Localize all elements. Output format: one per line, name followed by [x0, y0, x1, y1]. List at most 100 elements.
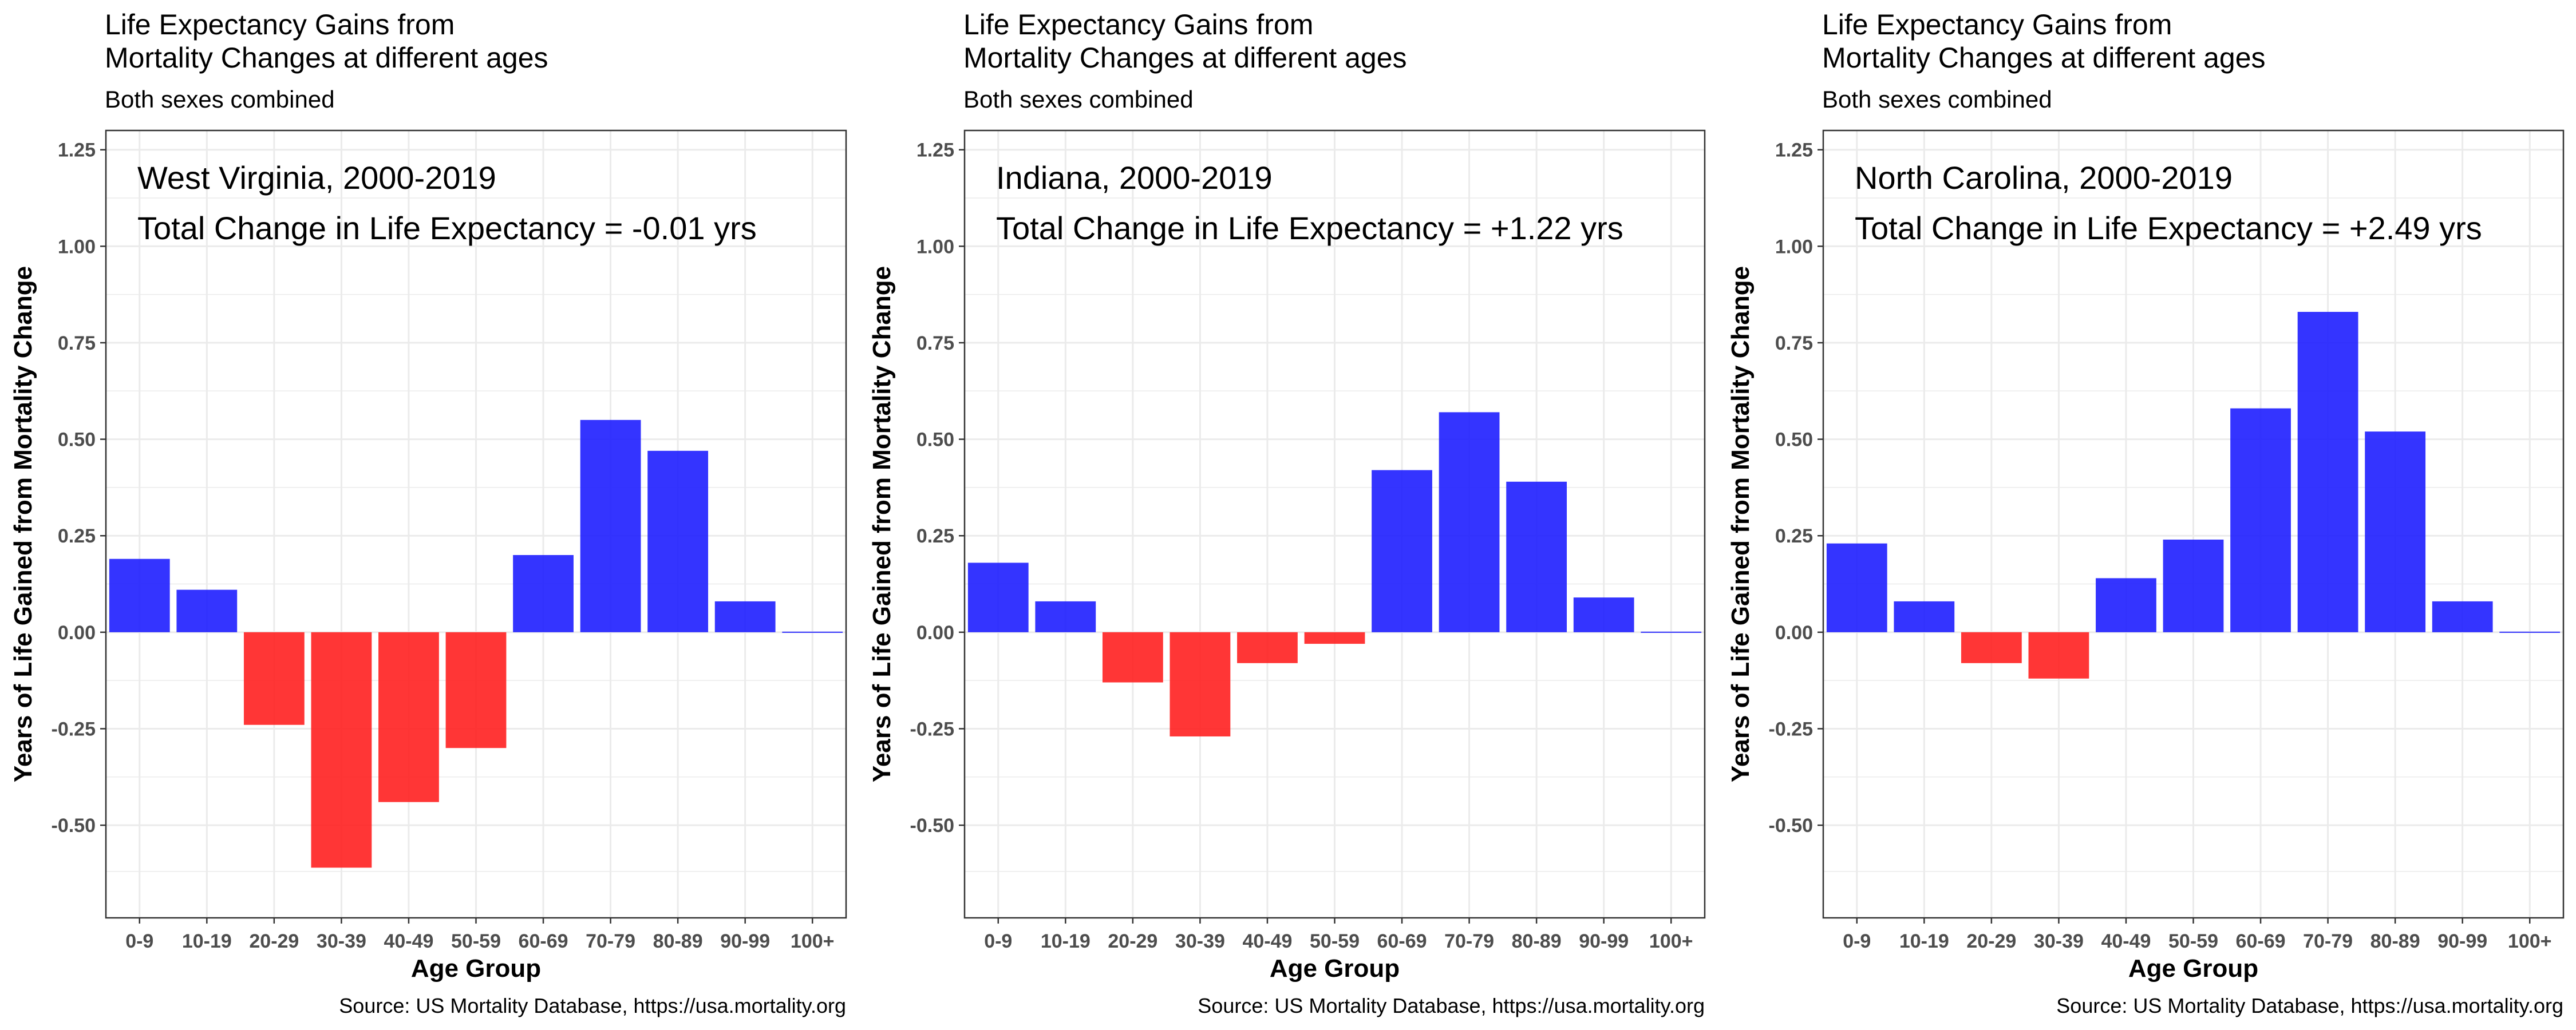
x-tick-label: 60-69 — [519, 930, 568, 952]
y-tick-label: 1.00 — [58, 236, 96, 258]
x-tick-label: 90-99 — [720, 930, 770, 952]
chart-title: Life Expectancy Gains from — [963, 9, 1313, 41]
chart-subtitle: Both sexes combined — [1822, 86, 2052, 113]
x-tick-label: 30-39 — [2034, 930, 2084, 952]
x-axis-label: Age Group — [411, 954, 541, 983]
bar — [311, 632, 372, 868]
bar — [1237, 632, 1298, 663]
x-tick-label: 80-89 — [653, 930, 703, 952]
chart-title: Life Expectancy Gains from — [1822, 9, 2172, 41]
x-axis-label: Age Group — [1270, 954, 1400, 983]
x-tick-label: 0-9 — [984, 930, 1012, 952]
y-tick-label: 0.75 — [58, 332, 96, 354]
y-axis-label: Years of Life Gained from Mortality Chan… — [868, 266, 896, 782]
y-tick-label: 0.00 — [916, 622, 954, 644]
bar — [1372, 470, 1432, 632]
x-tick-label: 50-59 — [2168, 930, 2218, 952]
y-tick-label: 1.00 — [1775, 236, 1813, 258]
bar — [2096, 578, 2156, 632]
bar — [176, 589, 238, 632]
y-tick-label: 0.75 — [916, 332, 954, 354]
x-tick-label: 20-29 — [1966, 930, 2016, 952]
x-tick-label: 80-89 — [1512, 930, 1562, 952]
y-tick-label: -0.50 — [910, 815, 955, 837]
bar — [2163, 539, 2224, 632]
bar — [2432, 601, 2493, 632]
bar — [1102, 632, 1163, 683]
y-tick-label: -0.25 — [1769, 718, 1814, 740]
bar — [1894, 601, 1955, 632]
bar — [1573, 597, 1634, 632]
bar — [2230, 408, 2291, 632]
bar — [714, 601, 776, 632]
x-tick-label: 30-39 — [1175, 930, 1225, 952]
bar — [1439, 412, 1500, 632]
bar — [243, 632, 305, 725]
y-tick-label: 0.25 — [1775, 525, 1813, 547]
x-tick-label: 70-79 — [586, 930, 635, 952]
x-tick-label: 10-19 — [1899, 930, 1949, 952]
x-tick-label: 60-69 — [1377, 930, 1427, 952]
x-tick-label: 40-49 — [2101, 930, 2151, 952]
chart-caption: Source: US Mortality Database, https://u… — [1198, 994, 1705, 1017]
bar — [1641, 631, 1702, 633]
bar — [580, 419, 641, 632]
annotation-region: North Carolina, 2000-2019 — [1855, 160, 2233, 196]
x-tick-label: 90-99 — [2437, 930, 2487, 952]
chart-title: Life Expectancy Gains from — [105, 9, 455, 41]
y-tick-label: 0.75 — [1775, 332, 1813, 354]
x-tick-label: 40-49 — [1242, 930, 1292, 952]
x-tick-label: 30-39 — [317, 930, 366, 952]
bar — [1826, 543, 1887, 632]
y-tick-label: 0.00 — [58, 622, 96, 644]
x-tick-label: 90-99 — [1579, 930, 1629, 952]
y-tick-label: 0.50 — [916, 429, 954, 451]
y-tick-label: 0.00 — [1775, 622, 1813, 644]
x-tick-label: 0-9 — [1843, 930, 1871, 952]
x-tick-label: 100+ — [791, 930, 835, 952]
y-tick-label: 1.25 — [58, 140, 96, 161]
y-tick-label: 0.25 — [916, 525, 954, 547]
chart-title: Mortality Changes at different ages — [1822, 42, 2266, 74]
bar — [1035, 601, 1096, 632]
y-tick-label: 1.25 — [1775, 140, 1813, 161]
x-tick-label: 40-49 — [384, 930, 433, 952]
y-tick-label: -0.25 — [910, 718, 955, 740]
y-axis-label: Years of Life Gained from Mortality Chan… — [9, 266, 37, 782]
annotation-total-change: Total Change in Life Expectancy = -0.01 … — [137, 210, 757, 246]
bar — [1170, 632, 1231, 736]
x-tick-label: 70-79 — [2303, 930, 2353, 952]
chart-subtitle: Both sexes combined — [963, 86, 1194, 113]
x-tick-label: 10-19 — [1041, 930, 1091, 952]
y-tick-label: 0.50 — [1775, 429, 1813, 451]
bar — [1961, 632, 2022, 663]
y-tick-label: 0.25 — [58, 525, 96, 547]
chart-title: Mortality Changes at different ages — [963, 42, 1407, 74]
bar — [2365, 431, 2426, 632]
bar — [1506, 481, 1567, 632]
bar — [2297, 312, 2358, 632]
y-tick-label: -0.50 — [52, 815, 96, 837]
x-tick-label: 20-29 — [1108, 930, 1157, 952]
x-tick-label: 80-89 — [2370, 930, 2420, 952]
x-axis-label: Age Group — [2128, 954, 2258, 983]
bar — [1304, 632, 1365, 644]
bar — [782, 631, 843, 633]
bar — [2028, 632, 2089, 679]
annotation-region: West Virginia, 2000-2019 — [137, 160, 496, 196]
bar — [378, 632, 439, 802]
x-tick-label: 50-59 — [451, 930, 501, 952]
chart-caption: Source: US Mortality Database, https://u… — [2056, 994, 2563, 1017]
annotation-region: Indiana, 2000-2019 — [996, 160, 1273, 196]
x-tick-label: 10-19 — [182, 930, 232, 952]
bar — [445, 632, 507, 748]
bar — [967, 562, 1029, 632]
bar — [109, 558, 170, 632]
y-tick-label: -0.25 — [52, 718, 96, 740]
chart-caption: Source: US Mortality Database, https://u… — [339, 994, 846, 1017]
annotation-total-change: Total Change in Life Expectancy = +1.22 … — [996, 210, 1623, 246]
